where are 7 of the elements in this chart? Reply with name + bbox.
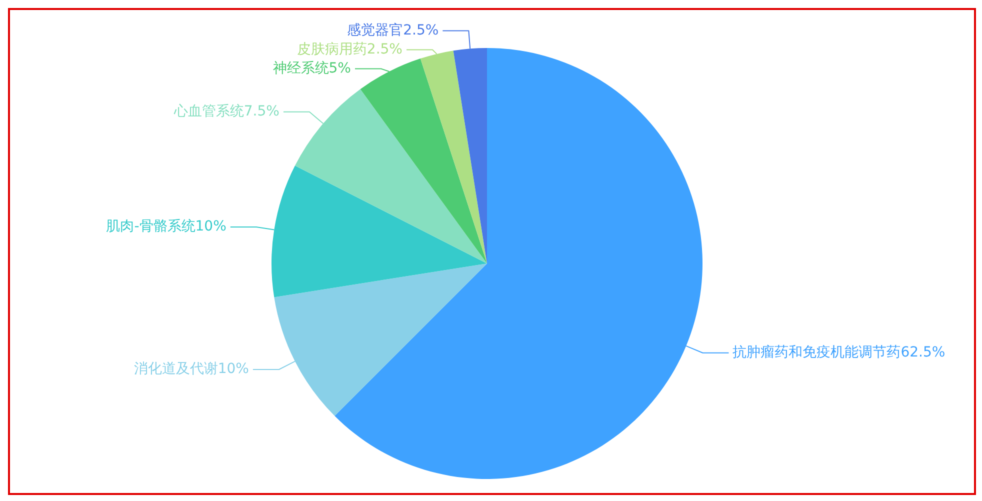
slice-label: 心血管系统7.5%: [172, 103, 280, 120]
slice-label: 皮肤病用药2.5%: [296, 41, 402, 58]
slice-label: 消化道及代谢10%: [134, 361, 249, 378]
slice-label: 抗肿瘤药和免疫机能调节药62.5%: [732, 344, 946, 360]
slice-label: 感觉器官2.5%: [347, 22, 439, 38]
slice-label: 神经系统5%: [272, 60, 351, 76]
slice-label: 肌肉-骨骼系统10%: [106, 218, 226, 235]
